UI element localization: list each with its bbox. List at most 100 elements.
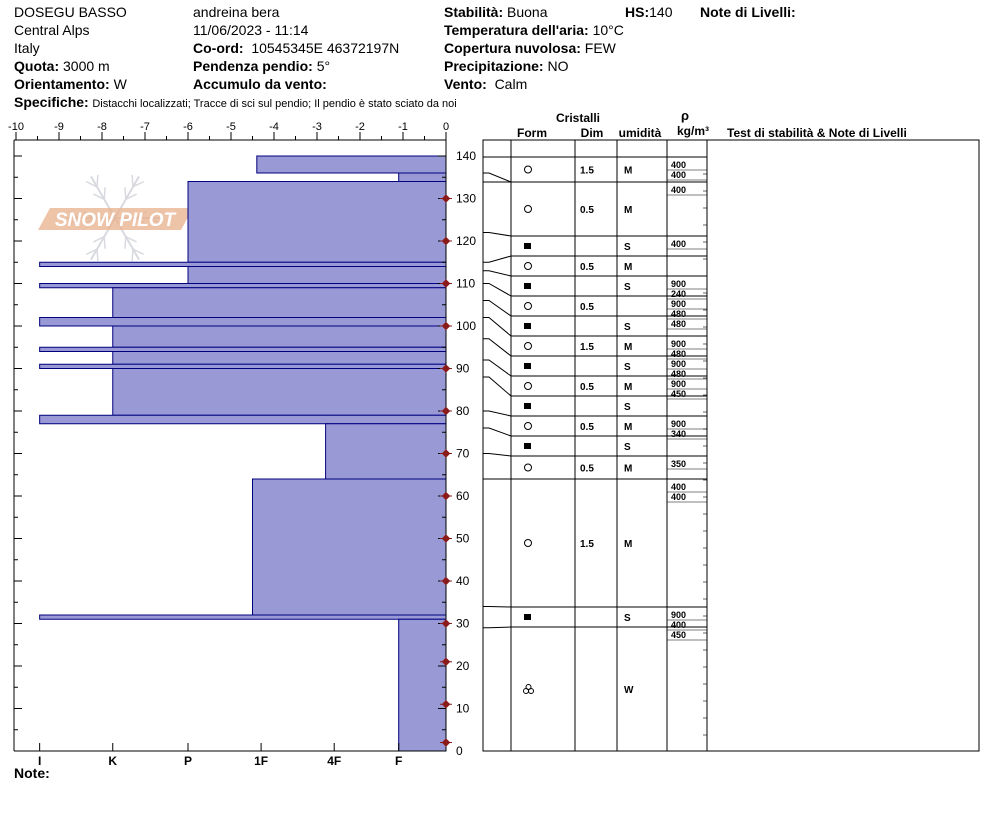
precip-row: Precipitazione: NO: [444, 57, 568, 75]
rounded-grain-icon: [524, 463, 532, 472]
country: Italy: [14, 40, 40, 56]
faceted-grain-icon: [524, 363, 531, 369]
hardness-bar: [39, 346, 447, 352]
density-value: 900: [671, 339, 686, 349]
moisture-value: S: [624, 242, 631, 253]
hardness-tick-label: K: [108, 754, 117, 768]
hs-value: 140: [649, 4, 673, 20]
rounded-grain-icon: [524, 262, 532, 270]
wind-value: Calm: [494, 76, 528, 92]
hardness-bar: [325, 423, 447, 480]
hardness-bar: [252, 478, 447, 616]
air-temp-row: Temperatura dell'aria: 10°C: [444, 21, 624, 39]
layers-table: Cristalli Form Dim umidità ρkg/m³ Test di sta…: [482, 108, 980, 752]
aspect-value: W: [113, 76, 127, 92]
temp-tick-label: -3: [312, 121, 322, 133]
hardness-bar: [398, 618, 447, 752]
height-tick-label: 50: [456, 532, 470, 546]
height-tick-label: 70: [456, 447, 470, 461]
rounded-grain-icon: [524, 302, 532, 310]
moisture-value: M: [624, 166, 632, 177]
density-value: 900: [671, 299, 686, 309]
slope-value: 5°: [316, 58, 331, 74]
form-header: Form: [517, 126, 547, 140]
moisture-value: M: [624, 422, 632, 433]
hardness-tick-label: 1F: [254, 754, 268, 768]
slope-label: Pendenza pendio:: [193, 58, 313, 74]
layer-connector: [483, 338, 512, 357]
logo-text: SNOW PILOT: [55, 210, 177, 231]
snowflake-branch: [85, 180, 98, 188]
snowflake-branch: [85, 248, 98, 256]
height-tick-label: 0: [456, 744, 463, 758]
location-name: DOSEGU BASSO: [14, 4, 127, 20]
wind-label: Vento:: [444, 76, 487, 92]
height-tick-label: 140: [456, 149, 476, 163]
grain-size-value: 0.5: [580, 422, 594, 433]
sky-row: Copertura nuvolosa: FEW: [444, 39, 616, 57]
height-tick-label: 40: [456, 574, 470, 588]
snowflake-branch: [96, 174, 99, 187]
hardness-tick-label: I: [38, 754, 41, 768]
snowflake-branch: [131, 249, 134, 262]
moisture-value: M: [624, 539, 632, 550]
layer-connector: [483, 172, 512, 183]
snowflake-branch: [132, 180, 145, 188]
wind-row: Vento: Calm: [444, 75, 527, 93]
aspect-label: Orientamento:: [14, 76, 110, 92]
temp-marker: [441, 321, 451, 331]
faceted-grain-icon: [524, 614, 531, 620]
hardness-bar: [187, 181, 447, 263]
grain-size-value: 1.5: [580, 166, 594, 177]
logo-banner: [38, 208, 193, 230]
observation-datetime: 11/06/2023 - 11:14: [193, 22, 309, 38]
temp-marker: [441, 194, 451, 203]
temp-tick-label: -8: [97, 121, 107, 133]
layer-notes-label: Note di Livelli:: [700, 4, 796, 20]
snowflake-branch: [132, 248, 145, 256]
temp-marker: [441, 534, 451, 543]
grain-size-value: 0.5: [580, 205, 594, 216]
density-value: 400: [671, 492, 686, 502]
density-value: 900: [671, 610, 686, 620]
snowflake-branch: [124, 236, 127, 249]
sky-label: Copertura nuvolosa:: [444, 40, 581, 56]
rounded-grain-icon: [524, 539, 532, 547]
snowflake-branch: [103, 187, 106, 200]
grain-size-value: 0.5: [580, 464, 594, 475]
temp-tick-label: -10: [8, 121, 24, 133]
density-value: 900: [671, 419, 686, 429]
layer-connector: [483, 453, 512, 457]
snowflake-branch: [103, 236, 106, 249]
layer-connector: [483, 410, 512, 417]
density-value: 400: [671, 160, 686, 170]
temp-marker: [441, 449, 451, 458]
grain-size-value: 1.5: [580, 539, 594, 550]
specifics-label: Specifiche:: [14, 94, 89, 110]
temp-marker: [441, 279, 451, 288]
rounded-grain-icon: [524, 422, 532, 430]
rounded-grain-icon: [524, 382, 532, 390]
moisture-value: M: [624, 464, 632, 475]
layer-connector: [483, 376, 512, 397]
sky-value: FEW: [584, 40, 616, 56]
layer-connector: [483, 232, 512, 237]
notes-label: Note:: [14, 765, 50, 781]
temp-tick-label: -5: [226, 121, 236, 133]
moisture-value: M: [624, 205, 632, 216]
temp-marker: [441, 364, 451, 373]
temp-marker: [441, 738, 451, 747]
density-value: 400: [671, 170, 686, 180]
grain-size-value: 0.5: [580, 262, 594, 273]
snowflake-branch: [131, 174, 134, 187]
density-value: 340: [671, 429, 686, 439]
density-value: 480: [671, 309, 686, 319]
dim-header: Dim: [581, 126, 604, 140]
moisture-value: M: [624, 262, 632, 273]
wind-loading-label: Accumulo da vento:: [193, 76, 327, 92]
density-value: 480: [671, 369, 686, 379]
height-tick-label: 80: [456, 404, 470, 418]
hardness-bar: [112, 351, 447, 365]
layer-connector: [483, 427, 512, 437]
layer-connector: [483, 626, 512, 629]
